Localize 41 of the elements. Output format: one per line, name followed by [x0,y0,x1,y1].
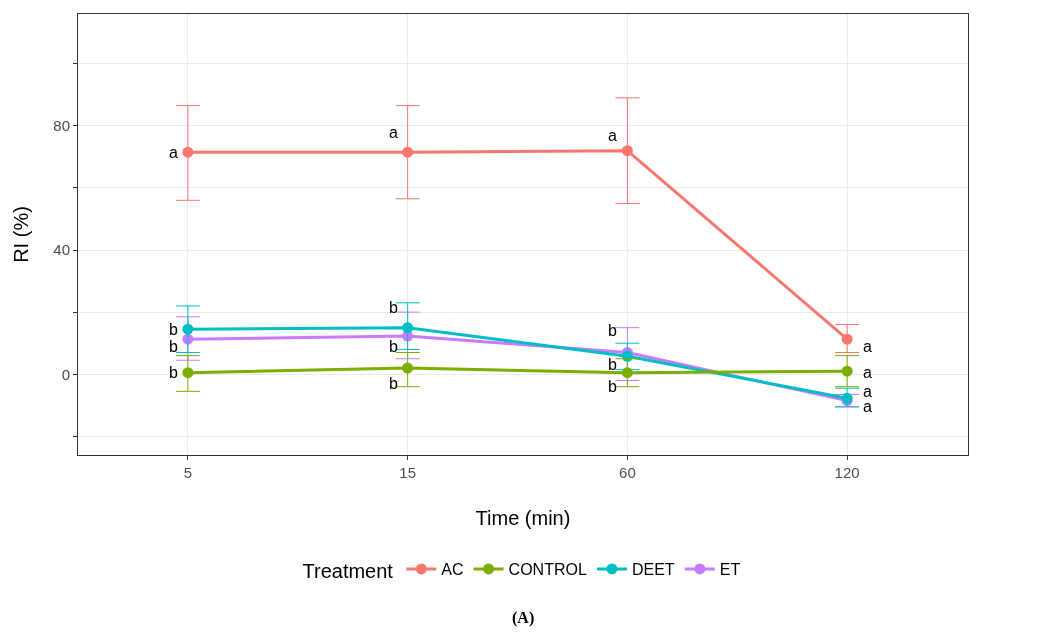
point [841,365,853,377]
y-axis-title: RI (%) [10,206,32,263]
annotation: b [169,364,178,381]
x-tick-label: 60 [619,464,636,481]
point [402,362,414,374]
annotation: a [608,127,617,144]
legend-label: ET [719,561,741,579]
x-tick-label: 15 [399,464,416,481]
point [621,145,633,157]
annotation: a [389,124,398,141]
annotation: a [169,144,178,161]
annotation: b [169,338,178,355]
point [841,333,853,345]
annotation: b [389,338,398,355]
annotation: b [608,356,617,373]
annotation: a [863,398,872,415]
x-axis-title: Time (min) [475,507,571,529]
point [182,323,194,335]
legend-label: CONTROL [508,561,587,579]
point [182,146,194,158]
x-tick-label: 5 [183,464,193,481]
legend-label: DEET [631,561,675,579]
x-tick-label: 120 [834,464,860,481]
point [182,367,194,379]
annotation: b [389,375,398,392]
annotation: b [389,299,398,316]
annotation: b [608,378,617,395]
y-tick-label: 40 [53,241,70,259]
point [402,322,414,334]
legend-label: AC [441,561,464,579]
annotation: b [169,321,178,338]
text: (A) [512,609,535,627]
point [621,367,633,379]
annotation: a [863,364,872,381]
y-tick-label: 0 [61,365,70,383]
annotation: a [863,338,872,355]
point [402,146,414,158]
y-tick-label: 80 [53,117,70,135]
annotation: b [608,322,617,339]
legend-title: Treatment [302,560,394,583]
annotation: a [863,383,872,400]
